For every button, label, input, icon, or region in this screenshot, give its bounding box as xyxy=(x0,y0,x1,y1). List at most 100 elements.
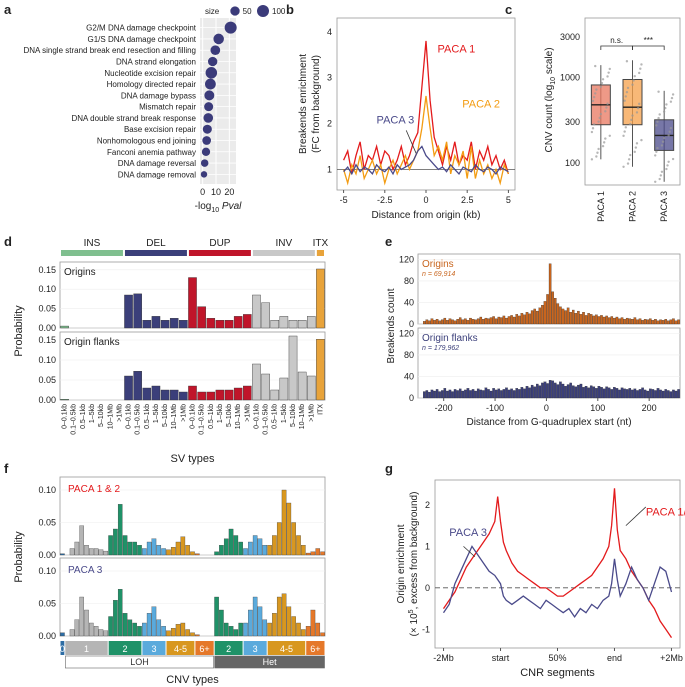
panel-e-bar xyxy=(494,318,498,325)
panel-e-bar xyxy=(638,389,642,399)
panel-d-ytick-label: 0.05 xyxy=(38,304,56,314)
panel-d-group-label: ITX xyxy=(313,238,329,249)
panel-c-jitter-point xyxy=(636,106,640,110)
panel-e-bar xyxy=(587,387,590,399)
panel-e-bar xyxy=(446,390,449,399)
panel-e-bar xyxy=(464,318,467,325)
panel-e-bar xyxy=(605,315,608,325)
panel-f-cnv-category-box xyxy=(267,641,306,655)
panel-e-bar xyxy=(600,315,603,325)
panel-e-bar xyxy=(541,382,544,399)
panel-e-bar xyxy=(474,319,477,325)
panel-g-series-line-1 xyxy=(442,545,673,619)
panel-c-jitter-point xyxy=(623,130,626,133)
panel-a-dot xyxy=(202,136,212,145)
panel-g-ytick-label: 0 xyxy=(425,583,430,593)
panel-e-bar xyxy=(515,388,519,399)
panel-d-group-label: DUP xyxy=(209,238,230,249)
panel-f-bar xyxy=(137,545,142,556)
panel-c-jitter-point xyxy=(666,164,669,167)
panel-f-bar xyxy=(228,626,234,637)
panel-c-jitter-point xyxy=(639,67,642,70)
panel-g-xtick-label: +2Mb xyxy=(660,653,683,663)
panel-c-box xyxy=(622,78,643,126)
panel-f-bar xyxy=(305,552,311,556)
panel-f-bar xyxy=(93,548,99,556)
panel-e-ytick-label: 40 xyxy=(404,297,414,307)
panel-e-bar xyxy=(625,389,629,399)
panel-c-jitter-point xyxy=(655,150,658,153)
panel-c-jitter-point xyxy=(662,110,666,113)
panel-c-jitter-point xyxy=(669,100,673,103)
panel-e-bar xyxy=(471,319,475,325)
panel-f-ylabel: Probability xyxy=(13,531,25,583)
panel-a-dot xyxy=(224,21,237,34)
panel-c-jitter-point xyxy=(622,134,625,138)
panel-e-series-label: Origin flanks xyxy=(422,333,478,344)
panel-e-bar xyxy=(620,317,624,325)
panel-e-bar xyxy=(582,387,585,399)
panel-a-dot xyxy=(204,102,214,112)
panel-f-bar xyxy=(127,619,133,637)
panel-f-bar xyxy=(161,626,166,637)
panel-d-xtick-label: 10–1Mb xyxy=(299,404,306,429)
panel-e-bar xyxy=(489,390,493,399)
panel-c-jitter-point xyxy=(597,147,600,151)
panel-d-bar xyxy=(160,389,170,401)
panel-e-bar xyxy=(651,389,655,399)
panel-e-bar xyxy=(546,294,549,325)
panel-e-bar xyxy=(428,391,431,399)
panel-c-jitter-point xyxy=(658,177,661,181)
panel-e-bar xyxy=(554,382,557,399)
panel-g-xtick-label: start xyxy=(492,653,510,663)
panel-e-bar xyxy=(577,310,580,325)
panel-g-xlabel: CNR segments xyxy=(520,667,595,679)
panel-f-bar xyxy=(257,538,263,556)
panel-e-bar xyxy=(597,386,601,399)
panel-c-significance-label: n.s. xyxy=(610,36,623,45)
panel-a-dot xyxy=(207,56,218,67)
panel-e-bar xyxy=(674,390,678,399)
panel-e-bar xyxy=(482,390,485,399)
panel-e-ytick-label: 40 xyxy=(404,371,414,381)
panel-f-cnv-category-label: 6+ xyxy=(310,644,320,654)
panel-a-size-legend-dot xyxy=(257,5,269,17)
panel-d-bar xyxy=(169,389,179,401)
panel-d-xtick-label: 10–1Mb xyxy=(235,404,242,429)
panel-f-group-label: Het xyxy=(263,657,278,667)
panel-e-bar xyxy=(474,390,477,399)
panel-d-ytick-label: 0.00 xyxy=(38,395,56,405)
panel-b-annotation-arrow xyxy=(405,130,417,154)
panel-a-dot xyxy=(213,33,224,45)
panel-e-bar xyxy=(423,321,426,325)
panel-d-xtick-label: >1Mb xyxy=(180,404,187,422)
panel-f-group-box xyxy=(65,655,214,669)
panel-e-bar xyxy=(628,318,632,325)
panel-f-bar xyxy=(146,541,152,556)
panel-f-cnv-category-label: 3 xyxy=(151,644,156,654)
panel-a-size-legend-dot xyxy=(230,6,240,16)
panel-f-cnv-category-label: 4-5 xyxy=(280,644,293,654)
panel-f-bar xyxy=(170,628,176,637)
panel-c-jitter-point xyxy=(631,83,634,86)
panel-f-bar xyxy=(185,545,190,556)
panel-f-bar xyxy=(223,622,229,637)
panel-d-xtick-label: 5–10kb xyxy=(162,404,169,427)
panel-f-bar xyxy=(151,538,157,556)
panel-a-dot xyxy=(203,113,214,123)
panel-e-bar xyxy=(536,383,539,399)
panel-label-e: e xyxy=(385,234,392,249)
panel-a-category-label: Mismatch repair xyxy=(139,103,196,112)
panel-g-plot-frame xyxy=(434,479,681,649)
panel-f-bar xyxy=(185,629,190,637)
panel-e-bar xyxy=(440,390,444,399)
panel-e-bar xyxy=(651,320,655,325)
panel-f-bar xyxy=(175,541,181,556)
panel-e-bar xyxy=(559,306,562,325)
panel-d-xtick-label: 0–0.1kb xyxy=(253,404,260,429)
panel-d-bar xyxy=(261,302,270,329)
panel-g-annotation-arrow xyxy=(463,546,476,558)
panel-e-bar xyxy=(661,390,665,399)
panel-e-bar xyxy=(592,315,596,325)
panel-a-dot xyxy=(200,171,208,178)
